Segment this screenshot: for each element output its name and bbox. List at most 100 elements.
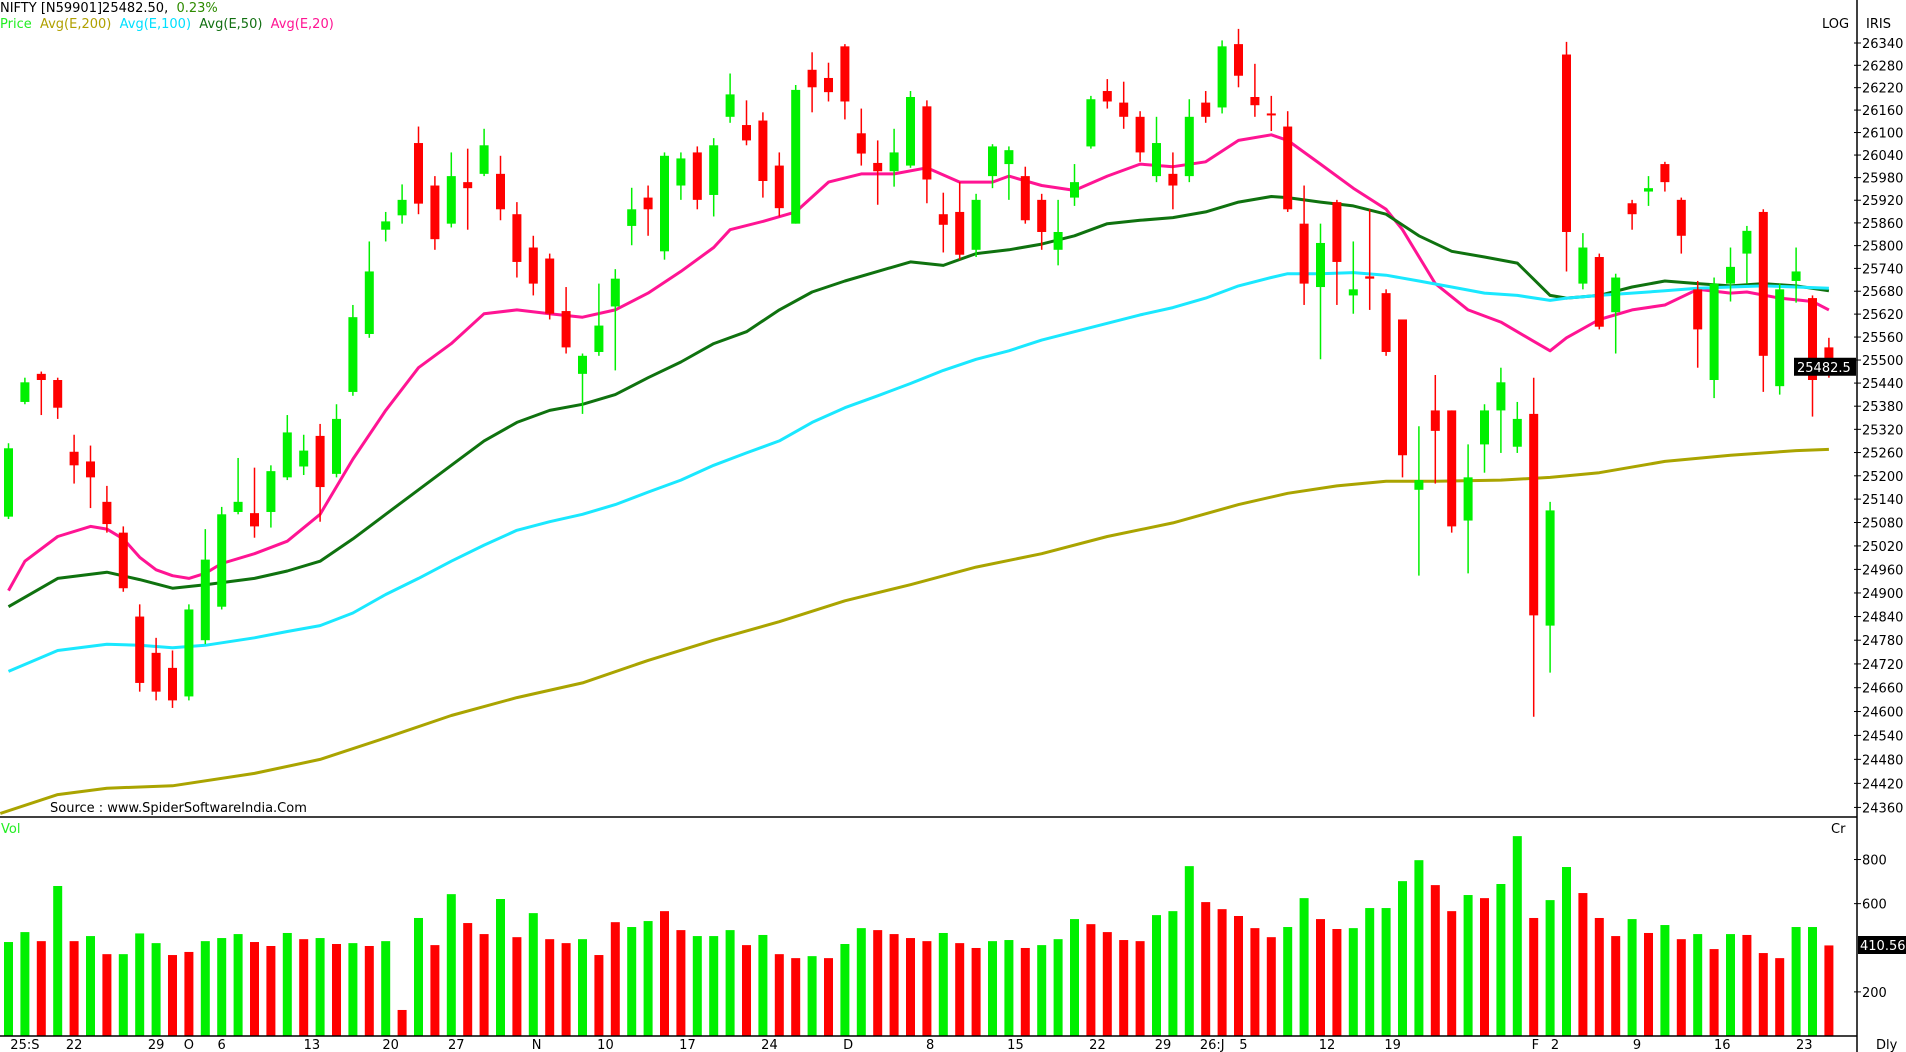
candle[interactable] <box>1562 41 1571 272</box>
candle[interactable] <box>856 108 866 166</box>
candle[interactable] <box>414 126 423 215</box>
candle[interactable] <box>660 152 669 260</box>
candle[interactable] <box>791 85 801 224</box>
candle[interactable] <box>594 283 604 356</box>
candle[interactable] <box>971 193 981 258</box>
candle[interactable] <box>1266 95 1276 132</box>
candle[interactable] <box>1808 295 1817 417</box>
candle[interactable] <box>1102 79 1112 109</box>
candle[interactable] <box>36 371 46 416</box>
candle[interactable] <box>643 185 653 236</box>
candle[interactable] <box>282 415 292 481</box>
candle[interactable] <box>1644 176 1653 206</box>
candle[interactable] <box>1676 197 1686 254</box>
candle[interactable] <box>1529 377 1539 717</box>
candle[interactable] <box>20 377 30 405</box>
candle[interactable] <box>906 91 915 168</box>
candle[interactable] <box>676 152 686 200</box>
candle[interactable] <box>807 52 817 113</box>
candle[interactable] <box>1742 225 1752 284</box>
candle[interactable] <box>610 269 620 371</box>
candle[interactable] <box>1020 166 1030 224</box>
candle[interactable] <box>496 155 505 221</box>
candle[interactable] <box>86 445 95 509</box>
candle[interactable] <box>1119 81 1129 129</box>
candle[interactable] <box>118 526 128 592</box>
candle[interactable] <box>1709 277 1719 399</box>
candle[interactable] <box>824 62 833 102</box>
log-scale-toggle[interactable]: LOG <box>1822 17 1849 32</box>
candle[interactable] <box>1037 193 1047 250</box>
candle[interactable] <box>1545 501 1555 673</box>
candle[interactable] <box>69 434 79 484</box>
candle[interactable] <box>1578 233 1588 290</box>
candle[interactable] <box>1070 164 1079 206</box>
candle[interactable] <box>1726 247 1735 302</box>
candle[interactable] <box>397 184 407 224</box>
candle[interactable] <box>1365 209 1375 310</box>
legend-ema200[interactable]: Avg(E,200) <box>39 17 112 32</box>
candle[interactable] <box>1430 375 1440 484</box>
candle[interactable] <box>922 100 932 204</box>
candle[interactable] <box>545 253 555 320</box>
candle[interactable] <box>873 140 883 205</box>
candle[interactable] <box>1627 199 1637 230</box>
candle[interactable] <box>348 304 358 396</box>
candle[interactable] <box>1004 146 1014 200</box>
candle[interactable] <box>1594 253 1604 330</box>
candle[interactable] <box>381 211 391 242</box>
candle[interactable] <box>1758 209 1768 392</box>
candle[interactable] <box>1168 152 1178 210</box>
candle[interactable] <box>315 423 325 522</box>
candle[interactable] <box>4 443 13 519</box>
candle[interactable] <box>1660 161 1670 192</box>
candle[interactable] <box>758 112 768 198</box>
candle[interactable] <box>1283 111 1293 212</box>
candle[interactable] <box>627 187 637 246</box>
candle[interactable] <box>1512 401 1522 453</box>
candle[interactable] <box>1217 40 1227 114</box>
legend-ema20[interactable]: Avg(E,20) <box>270 17 334 32</box>
candle[interactable] <box>364 241 374 338</box>
candle[interactable] <box>955 182 965 260</box>
candle[interactable] <box>463 148 473 230</box>
legend-ema50[interactable]: Avg(E,50) <box>199 17 263 32</box>
candle[interactable] <box>1775 283 1785 395</box>
candle[interactable] <box>1316 223 1325 360</box>
candle[interactable] <box>135 604 145 692</box>
candle[interactable] <box>742 100 751 146</box>
candle[interactable] <box>938 192 948 253</box>
candle[interactable] <box>889 128 899 187</box>
candle[interactable] <box>512 202 522 278</box>
timeframe-label[interactable]: Dly <box>1876 1038 1898 1052</box>
candle[interactable] <box>1480 404 1489 473</box>
candle[interactable] <box>1348 241 1358 314</box>
candle[interactable] <box>1463 444 1473 574</box>
candle[interactable] <box>1791 247 1801 303</box>
candle[interactable] <box>692 146 702 210</box>
candle[interactable] <box>1693 280 1703 368</box>
candle[interactable] <box>233 457 243 515</box>
candle[interactable] <box>1414 426 1424 576</box>
candle[interactable] <box>102 485 112 533</box>
candle[interactable] <box>200 529 210 645</box>
candle[interactable] <box>709 138 719 217</box>
candle[interactable] <box>1184 99 1194 183</box>
candle[interactable] <box>528 235 538 296</box>
legend-price[interactable]: Price <box>0 17 32 32</box>
candle[interactable] <box>1299 185 1309 305</box>
candle[interactable] <box>217 506 227 610</box>
candle[interactable] <box>1250 63 1260 117</box>
candle[interactable] <box>184 604 194 701</box>
candle[interactable] <box>578 353 587 414</box>
candle[interactable] <box>1152 116 1161 183</box>
price-axis[interactable]: 26340 26280 26220 26160 26100 26040 25980 25920… <box>1854 37 1903 816</box>
candle[interactable] <box>1086 95 1096 149</box>
candle[interactable] <box>988 144 997 189</box>
candle[interactable] <box>725 73 735 123</box>
candle[interactable] <box>1447 410 1457 533</box>
candle[interactable] <box>1053 199 1063 266</box>
candle[interactable] <box>840 44 850 120</box>
candle[interactable] <box>1234 28 1243 88</box>
